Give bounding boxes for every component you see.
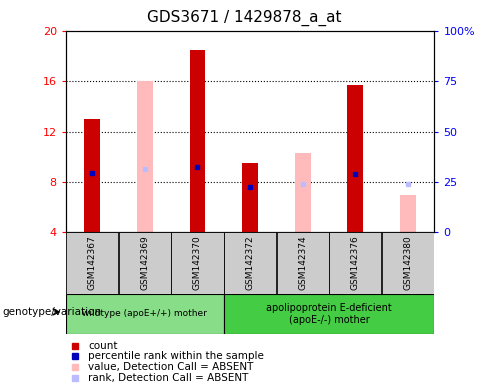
Bar xyxy=(382,232,434,294)
Text: value, Detection Call = ABSENT: value, Detection Call = ABSENT xyxy=(88,362,253,372)
Text: GSM142369: GSM142369 xyxy=(141,236,149,290)
Text: GSM142380: GSM142380 xyxy=(404,236,412,290)
Text: GSM142370: GSM142370 xyxy=(193,236,202,290)
Text: genotype/variation: genotype/variation xyxy=(2,307,102,317)
Bar xyxy=(242,163,258,232)
Bar xyxy=(119,232,171,294)
Bar xyxy=(84,119,100,232)
Text: rank, Detection Call = ABSENT: rank, Detection Call = ABSENT xyxy=(88,372,248,382)
Text: count: count xyxy=(88,341,118,351)
Text: GSM142367: GSM142367 xyxy=(88,236,97,290)
Bar xyxy=(347,85,363,232)
Bar xyxy=(66,294,224,334)
Bar xyxy=(277,232,329,294)
Text: GSM142376: GSM142376 xyxy=(351,236,360,290)
Bar xyxy=(295,153,311,232)
Bar xyxy=(189,50,205,232)
Text: GSM142372: GSM142372 xyxy=(245,236,255,290)
Bar xyxy=(137,81,153,232)
Bar xyxy=(171,232,224,294)
Text: percentile rank within the sample: percentile rank within the sample xyxy=(88,351,264,361)
Text: GDS3671 / 1429878_a_at: GDS3671 / 1429878_a_at xyxy=(147,10,341,26)
Bar xyxy=(400,195,416,232)
Text: wildtype (apoE+/+) mother: wildtype (apoE+/+) mother xyxy=(82,310,207,318)
Text: apolipoprotein E-deficient
(apoE-/-) mother: apolipoprotein E-deficient (apoE-/-) mot… xyxy=(266,303,392,325)
Bar xyxy=(224,232,276,294)
Text: GSM142374: GSM142374 xyxy=(298,236,307,290)
Bar xyxy=(329,232,382,294)
Bar xyxy=(224,294,434,334)
Bar xyxy=(66,232,118,294)
